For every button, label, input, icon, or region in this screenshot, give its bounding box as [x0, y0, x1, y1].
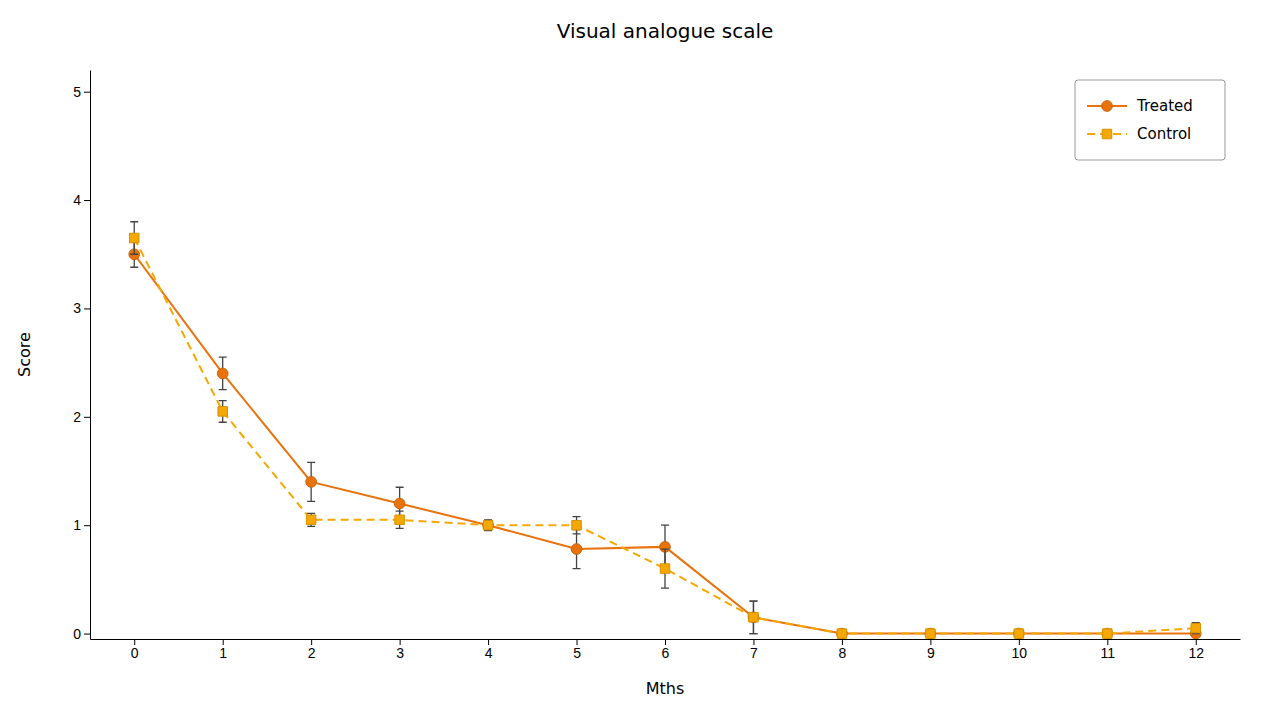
marker: [660, 564, 669, 573]
marker: [749, 613, 758, 622]
marker: [394, 498, 405, 509]
marker: [925, 628, 936, 639]
tick: 1: [73, 517, 90, 533]
marker: [1191, 623, 1200, 632]
title: Visual analogue scale: [557, 19, 774, 43]
tick-label: 9: [927, 645, 935, 661]
tick: 10: [1012, 639, 1028, 661]
marker: [483, 520, 492, 529]
marker: [129, 233, 138, 242]
marker: [748, 612, 759, 623]
tick: 4: [485, 639, 493, 661]
legend-label: Treated: [1136, 97, 1193, 115]
tick-mark: [84, 525, 90, 526]
tick: 6: [662, 639, 670, 661]
tick-label: 7: [750, 645, 758, 661]
line: [134, 254, 1196, 633]
tick: 4: [73, 192, 90, 208]
legend-item: Treated: [1087, 97, 1193, 115]
tick-label: 5: [573, 645, 581, 661]
tick: 9: [927, 639, 935, 661]
tick: 3: [73, 300, 90, 316]
marker: [483, 520, 494, 531]
error-bar: [749, 601, 757, 634]
tick-mark: [84, 634, 90, 635]
tick: 12: [1188, 639, 1204, 661]
tick-label: 12: [1188, 645, 1204, 661]
tick: 0: [131, 639, 139, 661]
series: [129, 241, 1201, 639]
marker: [926, 629, 935, 638]
marker: [837, 629, 846, 638]
error-bar: [484, 520, 492, 531]
tick: 7: [750, 639, 758, 661]
tick-label: 10: [1012, 645, 1028, 661]
tick-label: 2: [73, 409, 81, 425]
error-bar: [396, 511, 404, 528]
series: [129, 222, 1200, 639]
tick: 2: [73, 409, 90, 425]
legend-marker: [1102, 129, 1111, 138]
tick-mark: [84, 92, 90, 93]
error-bar: [307, 513, 315, 526]
tick-label: 8: [839, 645, 847, 661]
tick: 5: [73, 84, 90, 100]
tick: 3: [396, 639, 404, 661]
tick-label: 11: [1101, 645, 1116, 661]
line: [134, 238, 1196, 634]
marker: [1103, 629, 1112, 638]
marker: [218, 407, 227, 416]
marker: [217, 368, 228, 379]
marker: [837, 628, 848, 639]
marker: [1102, 628, 1113, 639]
tick: 1: [219, 639, 227, 661]
error-bar: [749, 601, 757, 634]
error-bar: [219, 401, 227, 423]
legend-marker: [1102, 101, 1113, 112]
tick-label: 0: [73, 626, 81, 642]
legend-box: [1075, 80, 1225, 160]
tick-label: 1: [73, 517, 81, 533]
tick-label: 3: [73, 300, 81, 316]
tick-label: 4: [485, 645, 493, 661]
marks: [129, 222, 1201, 639]
x-axis: 0123456789101112: [91, 639, 1241, 661]
legend-item: Control: [1087, 125, 1191, 143]
legend-label: Control: [1137, 125, 1191, 143]
tick: 11: [1101, 639, 1116, 661]
tick-mark: [84, 308, 90, 309]
marker: [572, 520, 581, 529]
tick-label: 0: [131, 645, 139, 661]
marker: [1013, 628, 1024, 639]
tick-label: 3: [396, 645, 404, 661]
marker: [1014, 629, 1023, 638]
x-axis-title: Mths: [646, 679, 685, 698]
marker: [571, 544, 582, 555]
tick: 0: [73, 626, 90, 642]
error-bar: [130, 222, 138, 255]
marker: [306, 476, 317, 487]
tick-label: 4: [73, 192, 81, 208]
tick-mark: [84, 417, 90, 418]
tick: 5: [573, 639, 581, 661]
plot-area: 0123456789101112012345TreatedControl: [73, 71, 1240, 661]
tick: 2: [308, 639, 316, 661]
y-axis-title: Score: [15, 332, 34, 377]
y-axis-line: [90, 71, 91, 640]
tick-label: 5: [73, 84, 81, 100]
error-bar: [1192, 623, 1200, 634]
error-bar: [573, 517, 581, 534]
marker: [395, 515, 404, 524]
tick-label: 6: [662, 645, 670, 661]
tick-label: 1: [219, 645, 227, 661]
tick-mark: [84, 200, 90, 201]
error-bar: [661, 549, 669, 588]
y-axis: 0 1 2 3 4 5: [73, 71, 90, 642]
chart: 0123456789101112012345TreatedControlVisu…: [0, 0, 1280, 719]
tick: 8: [839, 639, 847, 661]
marker: [306, 515, 315, 524]
tick-label: 2: [308, 645, 316, 661]
legend: Treated Control: [1075, 80, 1225, 160]
error-bar: [484, 521, 492, 530]
